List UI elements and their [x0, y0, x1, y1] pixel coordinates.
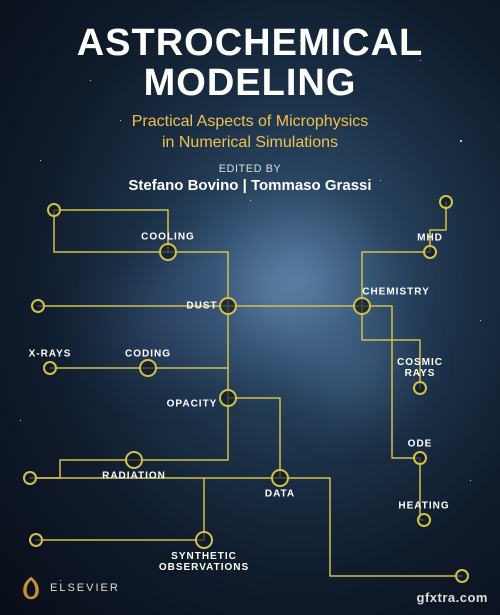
node-coding: CODING	[125, 349, 171, 360]
elsevier-logo-icon	[18, 575, 44, 601]
node-dust: DUST	[186, 301, 217, 312]
book-cover: ASTROCHEMICAL MODELING Practical Aspects…	[0, 0, 500, 615]
publisher-name: ELSEVIER	[50, 582, 120, 594]
node-cosmic: COSMICRAYS	[397, 357, 443, 379]
node-mhd: MHD	[417, 233, 443, 244]
node-radiation: RADIATION	[102, 471, 166, 482]
node-cooling: COOLING	[141, 232, 195, 243]
watermark: gfxtra.com	[417, 590, 488, 605]
node-data: DATA	[265, 489, 295, 500]
publisher-block: ELSEVIER	[18, 575, 120, 601]
node-heating: HEATING	[398, 501, 449, 512]
node-opacity: OPACITY	[167, 399, 218, 410]
concept-diagram	[0, 0, 500, 615]
node-synth: SYNTHETICOBSERVATIONS	[159, 551, 249, 573]
node-ode: ODE	[408, 439, 433, 450]
node-xrays: X-RAYS	[29, 349, 72, 360]
node-chemistry: CHEMISTRY	[362, 287, 430, 298]
